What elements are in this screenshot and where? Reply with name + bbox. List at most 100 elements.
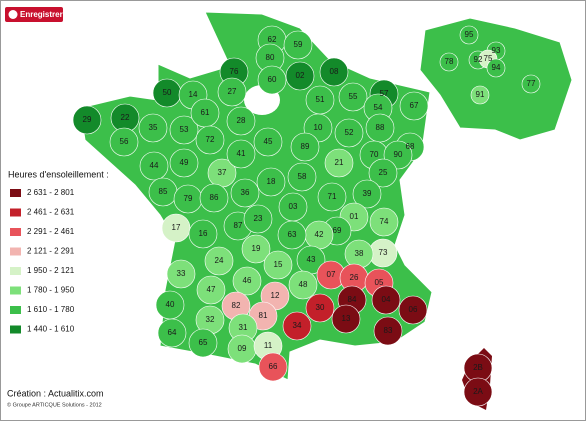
department-number: 88 bbox=[376, 123, 385, 132]
department-number: 80 bbox=[266, 53, 275, 62]
department-number: 49 bbox=[180, 158, 189, 167]
department-area bbox=[398, 295, 428, 325]
department-number: 16 bbox=[199, 229, 208, 238]
department-area bbox=[373, 316, 403, 346]
department-number: 77 bbox=[527, 79, 536, 88]
department-number: 92 bbox=[474, 55, 483, 64]
department-number: 39 bbox=[363, 189, 372, 198]
department-number: 78 bbox=[445, 57, 454, 66]
department-area bbox=[166, 259, 196, 289]
department-area bbox=[290, 132, 320, 162]
department-number: 55 bbox=[349, 92, 358, 101]
legend-swatch bbox=[10, 228, 21, 236]
department-area bbox=[371, 285, 401, 315]
department-area bbox=[338, 82, 368, 112]
department-number: 85 bbox=[159, 187, 168, 196]
department-area bbox=[439, 52, 459, 72]
department-area bbox=[195, 125, 225, 155]
department-number: 12 bbox=[271, 291, 280, 300]
department-number: 69 bbox=[333, 226, 342, 235]
department-number: 28 bbox=[237, 116, 246, 125]
department-number: 95 bbox=[465, 30, 474, 39]
legend-label: 1 610 - 1 780 bbox=[27, 305, 75, 314]
copyright: © Groupe ARTICQUE Solutions - 2012 bbox=[7, 401, 102, 408]
department-number: 72 bbox=[206, 135, 215, 144]
department-number: 60 bbox=[268, 75, 277, 84]
legend-label: 2 631 - 2 801 bbox=[27, 188, 75, 197]
legend-swatch bbox=[10, 208, 21, 217]
department-area bbox=[253, 127, 283, 157]
department-number: 04 bbox=[382, 295, 391, 304]
department-number: 70 bbox=[370, 150, 379, 159]
department-number: 46 bbox=[243, 276, 252, 285]
legend-label: 1 950 - 2 121 bbox=[27, 266, 75, 275]
department-area bbox=[459, 25, 479, 45]
legend-label: 2 461 - 2 631 bbox=[27, 208, 75, 217]
department-number: 42 bbox=[315, 230, 324, 239]
department-number: 58 bbox=[298, 172, 307, 181]
department-area bbox=[285, 61, 315, 91]
department-number: 45 bbox=[264, 137, 273, 146]
department-area bbox=[72, 105, 102, 135]
legend-label: 1 780 - 1 950 bbox=[27, 286, 75, 295]
department-area bbox=[241, 234, 271, 264]
department-number: 35 bbox=[149, 123, 158, 132]
department-number: 18 bbox=[267, 177, 276, 186]
department-area bbox=[139, 151, 169, 181]
department-number: 26 bbox=[350, 273, 359, 282]
department-number: 19 bbox=[252, 244, 261, 253]
department-area bbox=[226, 139, 256, 169]
department-number: 07 bbox=[327, 270, 336, 279]
department-area bbox=[196, 275, 226, 305]
department-number: 74 bbox=[380, 217, 389, 226]
department-area bbox=[188, 219, 218, 249]
save-button[interactable] bbox=[5, 7, 63, 22]
department-area bbox=[463, 377, 493, 407]
department-area bbox=[399, 91, 429, 121]
department-number: 89 bbox=[301, 142, 310, 151]
department-number: 83 bbox=[384, 326, 393, 335]
department-area bbox=[282, 311, 312, 341]
department-number: 68 bbox=[406, 142, 415, 151]
department-number: 84 bbox=[348, 295, 357, 304]
department-number: 09 bbox=[238, 344, 247, 353]
department-area bbox=[188, 328, 218, 358]
department-number: 86 bbox=[210, 193, 219, 202]
department-number: 08 bbox=[330, 67, 339, 76]
department-number: 14 bbox=[189, 90, 198, 99]
department-number: 76 bbox=[230, 67, 239, 76]
department-area bbox=[157, 318, 187, 348]
department-number: 66 bbox=[269, 362, 278, 371]
department-number: 02 bbox=[296, 71, 305, 80]
department-area bbox=[331, 304, 361, 334]
department-area bbox=[305, 293, 335, 323]
department-number: 10 bbox=[314, 123, 323, 132]
department-area bbox=[217, 77, 247, 107]
department-area bbox=[334, 118, 364, 148]
department-area bbox=[161, 213, 191, 243]
department-number: 90 bbox=[394, 150, 403, 159]
department-number: 15 bbox=[274, 260, 283, 269]
department-number: 71 bbox=[328, 192, 337, 201]
legend-swatch bbox=[10, 306, 21, 314]
department-number: 61 bbox=[201, 108, 210, 117]
save-label[interactable]: Enregistrer bbox=[20, 10, 63, 19]
department-number: 40 bbox=[166, 300, 175, 309]
legend-swatch bbox=[10, 189, 21, 197]
legend-swatch bbox=[10, 286, 21, 295]
credit: Création : Actualitix.com bbox=[7, 388, 104, 398]
department-area bbox=[277, 220, 307, 250]
department-number: 62 bbox=[268, 35, 277, 44]
department-number: 36 bbox=[241, 188, 250, 197]
department-number: 17 bbox=[172, 223, 181, 232]
department-number: 50 bbox=[163, 88, 172, 97]
department-area bbox=[288, 270, 318, 300]
department-area bbox=[258, 352, 288, 382]
department-area bbox=[138, 113, 168, 143]
department-area bbox=[109, 127, 139, 157]
department-number: 75 bbox=[484, 54, 493, 63]
department-area bbox=[204, 246, 234, 276]
legend-label: 2 291 - 2 461 bbox=[27, 227, 75, 236]
department-area bbox=[287, 162, 317, 192]
department-number: 13 bbox=[342, 314, 351, 323]
